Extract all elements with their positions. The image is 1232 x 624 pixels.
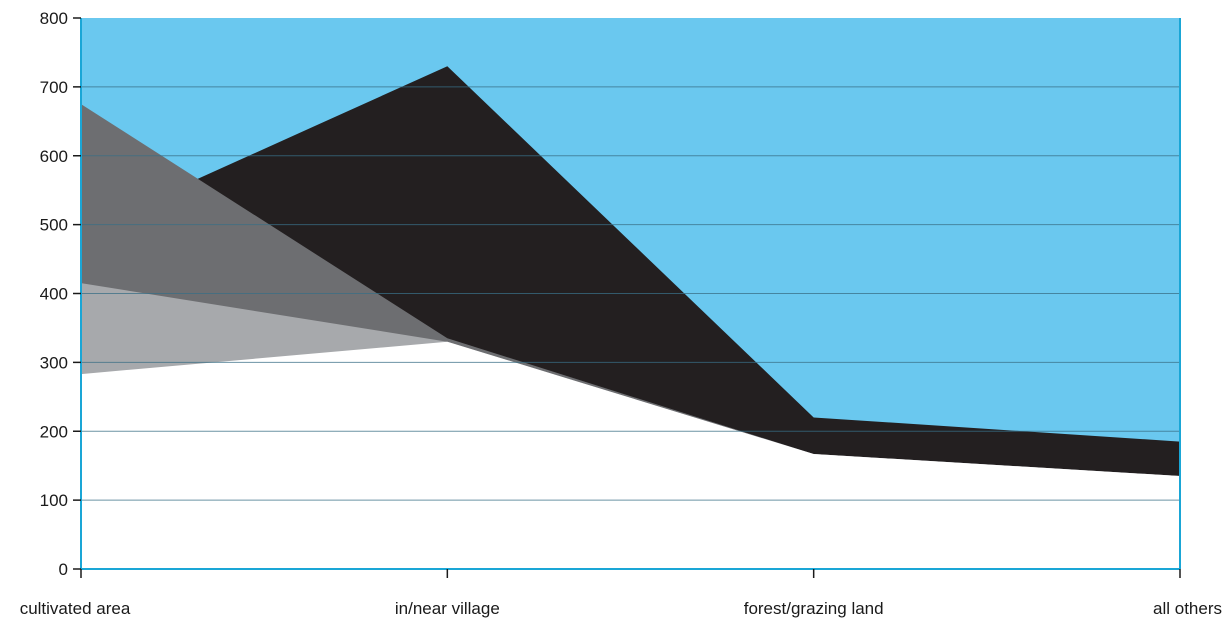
x-category-label-0: cultivated area: [20, 599, 131, 618]
x-axis-ticks: cultivated area in/near village forest/gra…: [20, 569, 1222, 618]
y-tick-label-200: 200: [40, 422, 68, 441]
y-tick-label-0: 0: [59, 560, 68, 579]
x-category-label-3: all others: [1153, 599, 1222, 618]
y-tick-label-400: 400: [40, 285, 68, 304]
y-tick-label-800: 800: [40, 9, 68, 28]
y-tick-label-300: 300: [40, 353, 68, 372]
y-tick-label-500: 500: [40, 216, 68, 235]
x-category-label-2: forest/grazing land: [744, 599, 884, 618]
gridlines: [81, 86, 1180, 501]
y-axis-ticks: 0 100 200 300 400 500 600 700 800: [40, 9, 81, 579]
y-tick-label-600: 600: [40, 147, 68, 166]
x-category-label-1: in/near village: [395, 599, 500, 618]
y-tick-label-100: 100: [40, 491, 68, 510]
area-series-4: [81, 341, 1180, 569]
y-tick-label-700: 700: [40, 78, 68, 97]
